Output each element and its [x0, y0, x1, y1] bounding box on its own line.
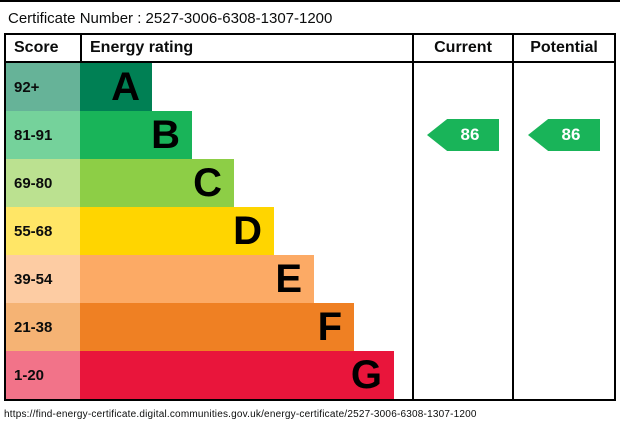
- potential-rating-arrow: 86: [528, 119, 600, 151]
- rating-letter: A: [111, 65, 140, 109]
- rating-bar-e: E: [80, 255, 314, 303]
- band-row-b: 81-91 B: [6, 111, 412, 159]
- column-header-current: Current: [412, 35, 512, 61]
- potential-rating-arrow-value: 86: [561, 125, 581, 144]
- score-range: 21-38: [6, 303, 80, 351]
- column-header-potential: Potential: [512, 35, 614, 61]
- column-header-energy-rating: Energy rating: [80, 35, 412, 61]
- rating-bar-c: C: [80, 159, 234, 207]
- score-range: 92+: [6, 63, 80, 111]
- table-body: 92+ A 81-91 B 69-80 C 55-68 D 39-54 E 21-38 F 1-20 G …: [6, 63, 614, 399]
- score-range: 81-91: [6, 111, 80, 159]
- score-range: 1-20: [6, 351, 80, 399]
- current-rating-arrow: 86: [427, 119, 499, 151]
- rating-letter: D: [233, 209, 262, 253]
- rating-bar-b: B: [80, 111, 192, 159]
- current-rating-arrow-value: 86: [460, 125, 480, 144]
- band-row-g: 1-20 G: [6, 351, 412, 399]
- band-row-f: 21-38 F: [6, 303, 412, 351]
- rating-bar-g: G: [80, 351, 394, 399]
- rating-letter: C: [193, 161, 222, 205]
- band-row-c: 69-80 C: [6, 159, 412, 207]
- rating-letter: F: [317, 305, 342, 349]
- certificate-number: Certificate Number : 2527-3006-6308-1307…: [8, 10, 333, 27]
- rating-bar-a: A: [80, 63, 152, 111]
- band-row-d: 55-68 D: [6, 207, 412, 255]
- band-row-e: 39-54 E: [6, 255, 412, 303]
- table-header-row: Score Energy rating Current Potential: [6, 35, 614, 63]
- potential-rating-column: 86: [512, 63, 614, 399]
- rating-bar-f: F: [80, 303, 354, 351]
- rating-letter: G: [350, 353, 382, 397]
- current-rating-column: 86: [412, 63, 512, 399]
- column-header-score: Score: [14, 39, 59, 56]
- score-range: 55-68: [6, 207, 80, 255]
- score-range: 69-80: [6, 159, 80, 207]
- rating-bar-d: D: [80, 207, 274, 255]
- score-range: 39-54: [6, 255, 80, 303]
- rating-letter: B: [151, 113, 180, 157]
- certificate-url: https://find-energy-certificate.digital.…: [4, 409, 477, 420]
- energy-rating-table: Score Energy rating Current Potential 92…: [4, 33, 616, 401]
- band-row-a: 92+ A: [6, 63, 412, 111]
- rating-bands: 92+ A 81-91 B 69-80 C 55-68 D 39-54 E 21-38 F 1-20 G: [6, 63, 412, 399]
- rating-letter: E: [275, 257, 302, 301]
